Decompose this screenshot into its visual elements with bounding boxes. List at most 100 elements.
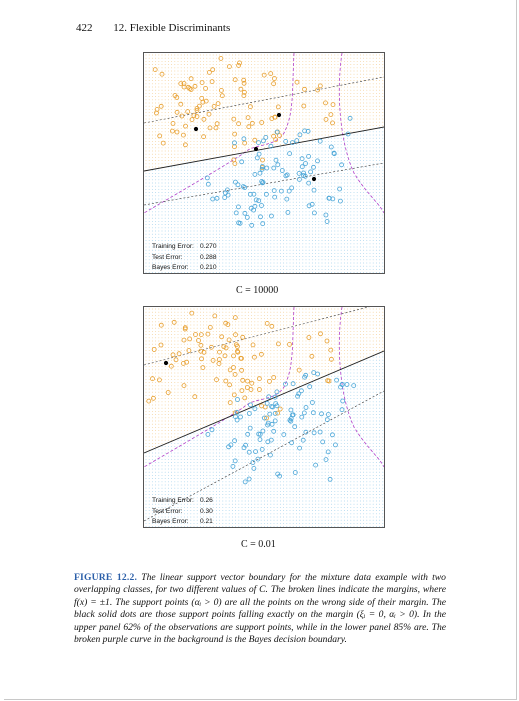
- data-point: [214, 195, 220, 201]
- running-header: 422 12. Flexible Discriminants: [76, 22, 230, 34]
- data-point: [297, 132, 303, 138]
- data-point: [337, 198, 343, 204]
- data-point: [275, 341, 281, 347]
- data-point: [205, 181, 211, 187]
- data-point: [281, 432, 287, 437]
- svm-decision-boundary: [144, 126, 384, 172]
- data-point: [303, 161, 308, 166]
- data-point: [217, 357, 222, 362]
- data-point: [265, 422, 270, 428]
- margin-support-point: [163, 360, 169, 366]
- data-point: [264, 320, 270, 326]
- data-point: [205, 331, 211, 337]
- data-point: [271, 188, 277, 194]
- data-point: [226, 337, 232, 343]
- data-point: [261, 138, 266, 144]
- data-point: [253, 197, 259, 203]
- data-point: [213, 125, 219, 131]
- data-point: [269, 213, 274, 219]
- data-point: [259, 120, 265, 125]
- data-point: [274, 129, 280, 135]
- data-point: [311, 164, 316, 170]
- data-point: [181, 383, 187, 388]
- data-point: [275, 162, 281, 168]
- data-point: [289, 440, 295, 446]
- error-legend: Training Error: 0.26 Test Error: 0.30 Baye…: [152, 496, 213, 527]
- data-point: [158, 103, 164, 109]
- data-point: [222, 195, 228, 200]
- data-point: [189, 117, 195, 122]
- data-point: [345, 131, 351, 137]
- data-point: [303, 405, 309, 410]
- data-point: [221, 344, 227, 350]
- training-error-value: 0.26: [200, 497, 213, 504]
- data-point: [218, 56, 224, 61]
- data-point: [181, 337, 187, 343]
- data-point: [242, 89, 247, 95]
- data-point: [259, 166, 265, 172]
- data-point: [277, 133, 282, 138]
- data-point: [311, 430, 317, 436]
- figure-label: FIGURE 12.2.: [74, 572, 138, 583]
- data-point: [339, 382, 345, 387]
- data-point: [239, 159, 245, 165]
- data-point: [238, 414, 243, 420]
- margin-line-lower: [144, 390, 384, 522]
- data-point: [219, 88, 224, 93]
- data-point: [245, 378, 250, 384]
- data-point: [272, 418, 278, 424]
- data-point: [194, 114, 200, 119]
- error-legend: Training Error: 0.270 Test Error: 0.288 Ba…: [152, 242, 217, 273]
- panel-caption: C = 0.01: [241, 539, 276, 550]
- data-point: [267, 379, 272, 384]
- data-point: [288, 407, 294, 413]
- data-point: [260, 180, 265, 186]
- data-point: [323, 457, 329, 463]
- data-point: [174, 109, 180, 115]
- data-point: [199, 356, 204, 362]
- data-point: [232, 315, 238, 321]
- data-point: [171, 319, 177, 325]
- data-point: [174, 129, 180, 135]
- data-point: [340, 398, 346, 404]
- data-point: [254, 155, 260, 161]
- bayes-error-value: 0.21: [200, 518, 213, 525]
- data-point: [201, 134, 206, 140]
- data-point: [260, 157, 265, 163]
- training-error-label: Training Error:: [152, 243, 194, 250]
- data-point: [246, 476, 252, 482]
- training-error-label: Training Error:: [152, 497, 194, 504]
- data-point: [259, 351, 264, 357]
- data-point: [230, 463, 236, 469]
- data-point: [203, 86, 208, 91]
- data-point: [178, 101, 184, 107]
- data-point: [299, 164, 305, 170]
- data-point: [286, 188, 292, 194]
- data-point: [200, 99, 206, 105]
- data-point: [206, 111, 212, 117]
- svm-plot: [144, 53, 384, 273]
- data-point: [287, 151, 293, 156]
- data-point: [172, 93, 178, 98]
- data-point: [159, 71, 165, 77]
- data-point: [324, 338, 330, 344]
- data-point: [158, 322, 164, 328]
- data-point: [252, 406, 258, 412]
- test-error-value: 0.30: [200, 507, 213, 515]
- data-point: [306, 203, 312, 209]
- data-point: [245, 431, 251, 437]
- data-point: [223, 345, 229, 351]
- data-point: [156, 377, 162, 383]
- data-point: [198, 332, 204, 338]
- data-point: [284, 196, 290, 202]
- data-point: [158, 342, 164, 348]
- data-point: [264, 401, 270, 406]
- data-point: [236, 220, 241, 226]
- data-point: [262, 415, 267, 421]
- data-point: [256, 140, 261, 145]
- data-point: [318, 331, 323, 337]
- data-point: [184, 359, 190, 365]
- data-point: [268, 452, 273, 458]
- data-point: [300, 173, 306, 178]
- data-point: [173, 357, 179, 363]
